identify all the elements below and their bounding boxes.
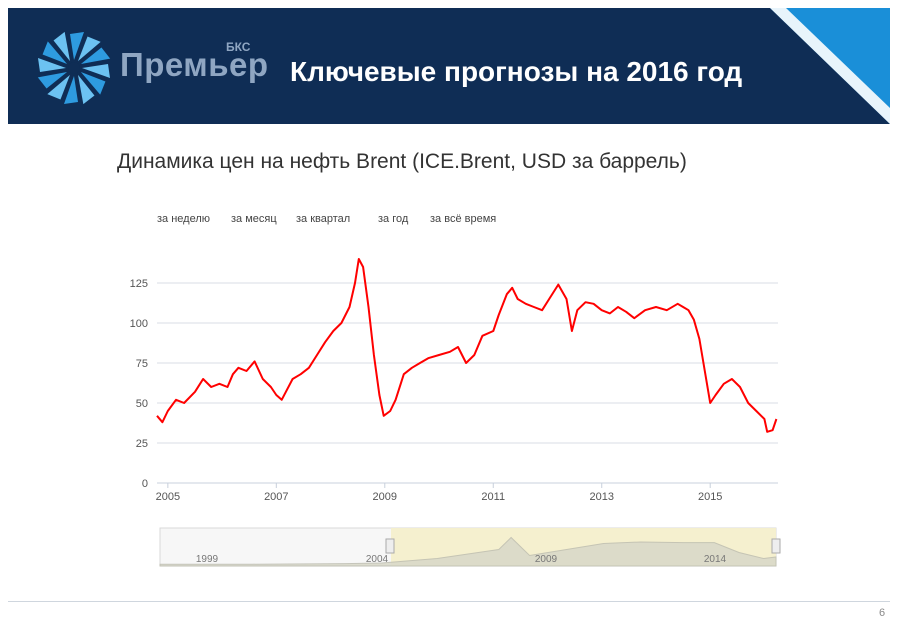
x-tick-label: 2013: [589, 491, 613, 503]
range-week-button[interactable]: за неделю: [157, 213, 211, 225]
x-tick-label: 2009: [373, 491, 397, 503]
brent-price-line: [156, 258, 778, 433]
range-year-button[interactable]: за год: [378, 213, 409, 225]
navigator-tick-label: 2004: [366, 554, 389, 565]
navigator-right-handle[interactable]: [771, 538, 781, 554]
brand-superscript: БКС: [226, 40, 251, 54]
x-tick-label: 2015: [698, 491, 722, 503]
footer-divider: [8, 601, 890, 602]
navigator-tick-label: 2014: [704, 554, 727, 565]
navigator-tick-label: 2009: [535, 554, 558, 565]
brand-name: Премьер: [120, 46, 269, 83]
x-tick-label: 2005: [156, 491, 180, 503]
range-quarter-button[interactable]: за квартал: [296, 213, 351, 225]
x-tick-label: 2011: [481, 491, 505, 503]
y-tick-label: 100: [130, 318, 148, 330]
y-tick-label: 25: [136, 438, 148, 450]
page-number: 6: [879, 607, 886, 619]
y-tick-label: 0: [142, 478, 148, 490]
star-logo-icon: [37, 31, 111, 105]
y-tick-label: 125: [130, 278, 148, 290]
chart-subtitle: Динамика цен на нефть Brent (ICE.Brent, …: [117, 150, 687, 173]
navigator-left-handle[interactable]: [385, 538, 395, 554]
navigator-tick-label: 1999: [196, 554, 219, 565]
x-tick-label: 2007: [264, 491, 288, 503]
y-tick-label: 75: [136, 358, 148, 370]
navigator-area: [159, 536, 777, 567]
header-banner: Премьер БКС Ключевые прогнозы на 2016 го…: [8, 8, 890, 124]
header-corner-accent: [770, 8, 890, 124]
page-title: Ключевые прогнозы на 2016 год: [290, 56, 743, 87]
y-tick-label: 50: [136, 398, 148, 410]
range-all-button[interactable]: за всё время: [430, 213, 497, 225]
range-month-button[interactable]: за месяц: [231, 213, 277, 225]
